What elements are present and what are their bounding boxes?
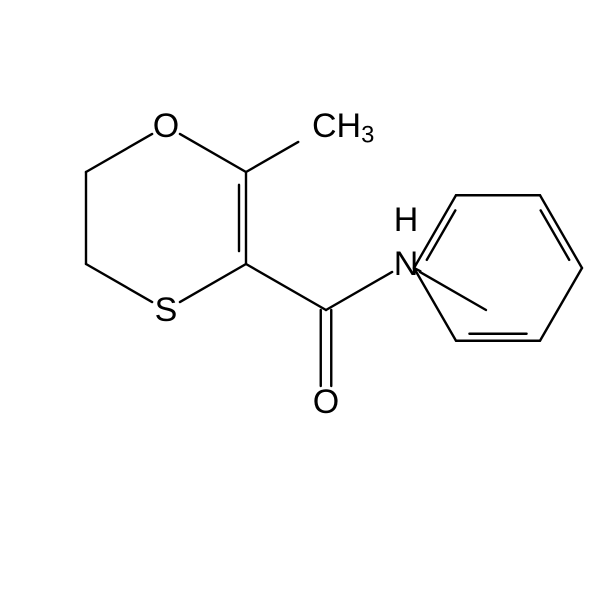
- atom-label-h: H: [394, 201, 419, 239]
- atom-label-s: S: [155, 291, 178, 329]
- atom-label-ch3: CH3: [312, 107, 374, 148]
- atom-label-n: N: [394, 245, 419, 283]
- atom-label-o-double: O: [313, 383, 339, 421]
- atom-label-o: O: [153, 107, 179, 145]
- molecule-diagram: O S O NH CH3: [0, 0, 600, 600]
